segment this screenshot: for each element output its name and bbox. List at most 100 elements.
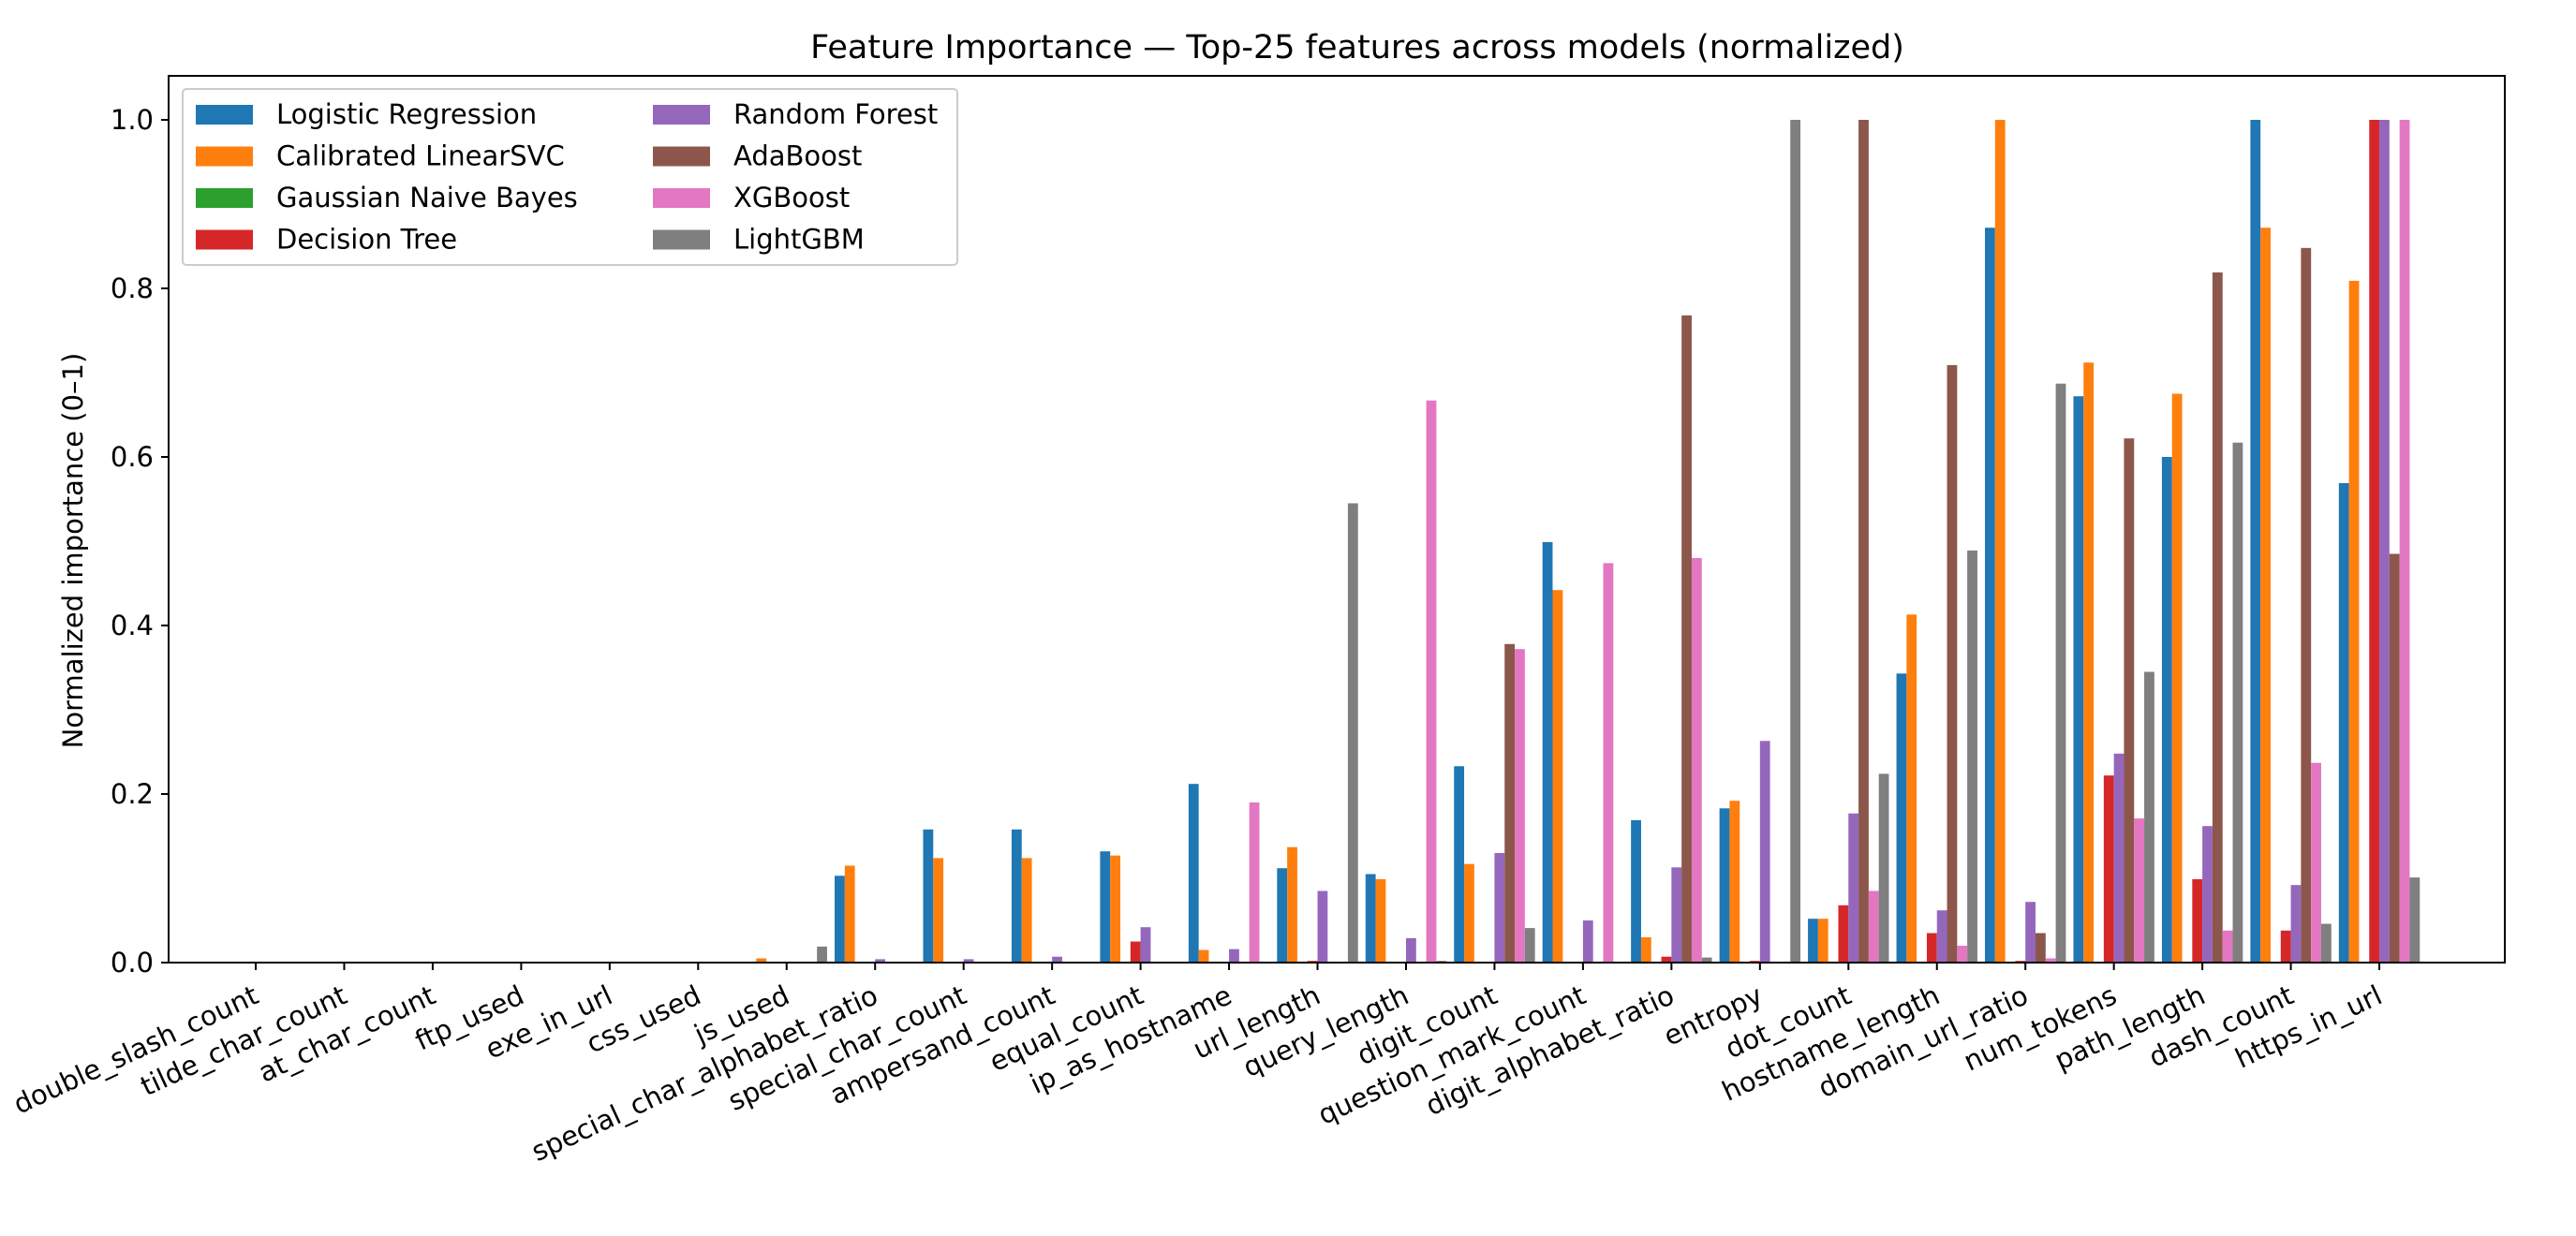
bar-calibrated-linearsvc-entropy: [1729, 801, 1740, 963]
bar-lightgbm-js-used: [817, 946, 827, 963]
bar-calibrated-linearsvc-special-char-alphabet-ratio: [844, 865, 855, 963]
bar-xgboost-dot-count: [1868, 890, 1879, 963]
bar-logistic-regression-question-mark-count: [1542, 541, 1553, 963]
y-tick-label: 0.4: [111, 610, 154, 641]
bar-calibrated-linearsvc-path-length: [2171, 393, 2183, 963]
bar-lightgbm-hostname-length: [1967, 550, 1977, 963]
bar-random-forest-digit-alphabet-ratio: [1671, 867, 1682, 963]
bar-xgboost-digit-count: [1515, 649, 1525, 963]
bar-random-forest-hostname-length: [1936, 910, 1947, 963]
bar-random-forest-equal-count: [1140, 927, 1151, 963]
bar-random-forest-query-length: [1405, 937, 1416, 963]
plot-area-frame: [168, 75, 2506, 964]
bar-xgboost-num-tokens: [2134, 818, 2145, 963]
bar-calibrated-linearsvc-domain-url-ratio: [1994, 120, 2006, 963]
bar-adaboost-path-length: [2212, 272, 2223, 963]
bar-lightgbm-entropy: [1790, 120, 1801, 963]
bar-decision-tree-hostname-length: [1926, 933, 1937, 963]
legend-label: LightGBM: [733, 224, 865, 256]
bar-calibrated-linearsvc-js-used: [756, 958, 767, 963]
bar-calibrated-linearsvc-url-length: [1287, 846, 1297, 963]
bar-logistic-regression-https-in-url: [2338, 482, 2349, 963]
bar-logistic-regression-hostname-length: [1896, 673, 1907, 963]
bar-xgboost-hostname-length: [1957, 946, 1968, 963]
bar-calibrated-linearsvc-https-in-url: [2348, 280, 2360, 963]
bar-xgboost-digit-alphabet-ratio: [1691, 558, 1702, 963]
bars-group: [746, 120, 2421, 963]
bar-random-forest-num-tokens: [2113, 753, 2124, 963]
bar-xgboost-https-in-url: [2399, 120, 2410, 963]
legend-label: Calibrated LinearSVC: [276, 140, 565, 172]
bar-decision-tree-path-length: [2192, 878, 2203, 963]
bar-logistic-regression-entropy: [1719, 808, 1730, 963]
bar-calibrated-linearsvc-equal-count: [1110, 855, 1120, 963]
bar-logistic-regression-equal-count: [1100, 851, 1111, 963]
bar-decision-tree-dash-count: [2280, 930, 2291, 963]
bar-random-forest-entropy: [1759, 741, 1770, 963]
bar-decision-tree-equal-count: [1130, 941, 1141, 963]
bar-decision-tree-num-tokens: [2103, 775, 2114, 963]
bar-random-forest-special-char-count: [963, 959, 974, 963]
legend-swatch: [196, 146, 253, 167]
bar-random-forest-dash-count: [2290, 885, 2302, 963]
bar-calibrated-linearsvc-dash-count: [2260, 228, 2271, 963]
bar-logistic-regression-num-tokens: [2073, 396, 2084, 963]
legend-swatch: [653, 188, 710, 208]
legend-swatch: [196, 105, 253, 125]
y-tick-label: 0.8: [111, 272, 154, 304]
legend-swatch: [653, 146, 710, 167]
legend-swatch: [653, 229, 710, 250]
bar-decision-tree-digit-alphabet-ratio: [1661, 956, 1672, 963]
bar-calibrated-linearsvc-question-mark-count: [1552, 590, 1563, 963]
bar-adaboost-digit-alphabet-ratio: [1681, 315, 1692, 963]
bar-adaboost-num-tokens: [2124, 438, 2135, 963]
bar-calibrated-linearsvc-ip-as-hostname: [1198, 949, 1209, 963]
bar-lightgbm-num-tokens: [2144, 671, 2154, 963]
bar-logistic-regression-domain-url-ratio: [1985, 228, 1995, 963]
bar-xgboost-ip-as-hostname: [1249, 802, 1260, 963]
bar-lightgbm-url-length: [1347, 503, 1358, 963]
bar-logistic-regression-ip-as-hostname: [1188, 784, 1199, 963]
y-axis-label: Normalized importance (0–1): [57, 353, 89, 749]
bar-logistic-regression-special-char-alphabet-ratio: [835, 876, 845, 963]
bar-logistic-regression-dot-count: [1808, 919, 1818, 963]
bar-adaboost-hostname-length: [1947, 364, 1958, 963]
bar-random-forest-url-length: [1317, 890, 1328, 963]
bar-random-forest-ip-as-hostname: [1229, 949, 1239, 963]
bar-logistic-regression-digit-alphabet-ratio: [1631, 819, 1641, 963]
bar-calibrated-linearsvc-hostname-length: [1906, 614, 1917, 963]
legend-swatch: [653, 105, 710, 125]
bar-calibrated-linearsvc-query-length: [1375, 878, 1386, 963]
chart-title: Feature Importance — Top-25 features acr…: [810, 29, 1904, 66]
bar-calibrated-linearsvc-num-tokens: [2083, 362, 2095, 963]
bar-adaboost-domain-url-ratio: [2036, 933, 2046, 963]
bar-adaboost-digit-count: [1504, 643, 1516, 963]
bar-xgboost-path-length: [2222, 930, 2233, 963]
y-tick-label: 0.2: [111, 778, 154, 810]
bar-adaboost-dot-count: [1858, 120, 1869, 963]
bar-logistic-regression-dash-count: [2250, 120, 2261, 963]
bar-lightgbm-domain-url-ratio: [2055, 383, 2066, 963]
legend: Logistic Regression Calibrated LinearSVC G…: [182, 88, 958, 266]
bar-lightgbm-https-in-url: [2409, 877, 2421, 963]
bar-calibrated-linearsvc-ampersand-count: [1021, 858, 1032, 963]
bar-random-forest-ampersand-count: [1052, 956, 1062, 963]
bar-logistic-regression-url-length: [1277, 868, 1288, 963]
y-tick-label: 0.6: [111, 441, 154, 473]
bar-random-forest-special-char-alphabet-ratio: [875, 959, 886, 963]
bar-logistic-regression-query-length: [1365, 874, 1376, 963]
bar-random-forest-digit-count: [1494, 853, 1505, 963]
bar-lightgbm-digit-alphabet-ratio: [1701, 957, 1712, 963]
bar-decision-tree-https-in-url: [2369, 120, 2380, 963]
bar-lightgbm-digit-count: [1524, 928, 1535, 963]
bar-xgboost-domain-url-ratio: [2045, 958, 2056, 963]
bar-xgboost-query-length: [1426, 400, 1437, 963]
bar-xgboost-question-mark-count: [1603, 563, 1614, 963]
bar-xgboost-dash-count: [2311, 762, 2321, 963]
bar-adaboost-https-in-url: [2389, 553, 2400, 963]
y-tick-label: 1.0: [111, 104, 154, 136]
legend-swatch: [196, 229, 253, 250]
bar-calibrated-linearsvc-dot-count: [1817, 919, 1828, 963]
bar-lightgbm-dot-count: [1878, 773, 1889, 963]
